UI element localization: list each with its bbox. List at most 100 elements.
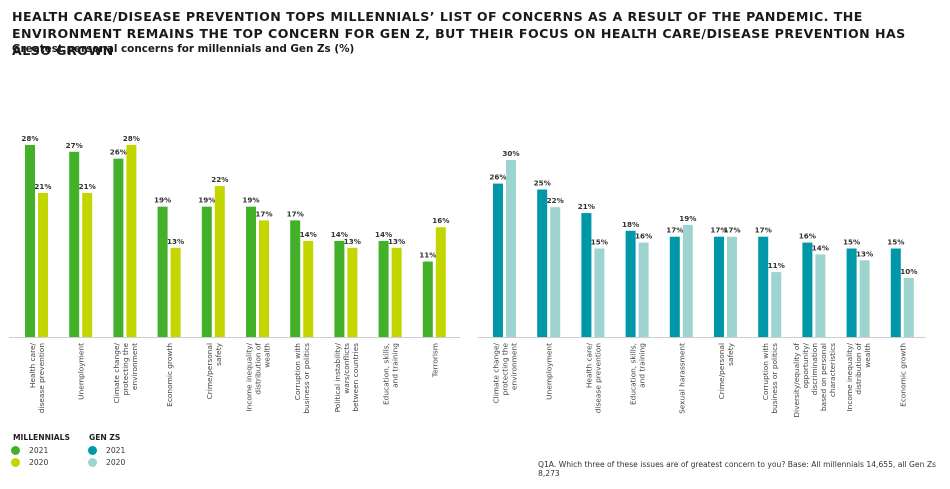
- millennials-bar-2021: [201, 206, 212, 337]
- genz-category-label: Corruption withbusiness or politics: [761, 343, 779, 414]
- genz-value-label: 16%: [635, 232, 652, 241]
- millennials-bar-2021: [334, 240, 345, 337]
- millennials-bar-2020: [435, 227, 446, 337]
- genz-bar-2021: [802, 242, 813, 337]
- genz-bar-2020: [550, 207, 561, 337]
- legend-genz-title: GEN ZS: [89, 433, 121, 442]
- genz-value-label: 17%: [755, 226, 772, 235]
- genz-bar-2021: [581, 213, 592, 337]
- genz-value-label: 15%: [591, 238, 608, 247]
- millennials-bar-2020: [303, 240, 314, 337]
- genz-category-label: Unemployment: [545, 343, 554, 400]
- millennials-category-label: Corruption withbusiness or politics: [293, 343, 311, 414]
- millennials-category-label: Terrorism: [430, 343, 439, 378]
- millennials-value-label: 28%: [123, 134, 140, 143]
- genz-bar-2020: [638, 242, 649, 337]
- millennials-bar-2020: [82, 192, 93, 337]
- genz-value-label: 13%: [856, 249, 873, 258]
- millennials-value-label: 22%: [211, 175, 228, 184]
- genz-category-label: Climate change/protecting theenvironment: [492, 342, 519, 403]
- genz-bar-2021: [493, 183, 503, 337]
- legend-swatch-millennials-2021: [11, 446, 20, 455]
- genz-value-label: 15%: [843, 238, 860, 247]
- millennials-bar-2021: [246, 206, 256, 337]
- millennials-panel: 28% 21% Health care/disease prevention 27% 2…: [9, 134, 460, 414]
- legend-label: 2020: [29, 458, 49, 467]
- millennials-category-label: Climate change/protecting theenvironment: [112, 342, 139, 403]
- genz-bar-2021: [890, 248, 901, 337]
- genz-value-label: 22%: [547, 196, 564, 205]
- genz-value-label: 19%: [679, 214, 696, 223]
- millennials-bar-2020: [391, 247, 402, 337]
- millennials-value-label: 17%: [287, 209, 304, 218]
- footnote: Q1A. Which three of these issues are of …: [538, 460, 936, 478]
- genz-bar-2020: [727, 236, 737, 337]
- millennials-value-label: 19%: [198, 196, 215, 205]
- millennials-bar-2020: [214, 186, 225, 337]
- legend-swatch-millennials-2020: [11, 458, 20, 467]
- millennials-value-label: 27%: [66, 141, 83, 150]
- genz-value-label: 10%: [900, 267, 917, 276]
- millennials-value-label: 14%: [375, 230, 392, 239]
- millennials-bar-2021: [378, 240, 389, 337]
- legend-swatch-genz-2021: [88, 446, 97, 455]
- genz-value-label: 25%: [534, 179, 551, 188]
- genz-value-label: 17%: [723, 226, 740, 235]
- millennials-bar-2020: [170, 247, 181, 337]
- genz-value-label: 14%: [812, 243, 829, 252]
- millennials-value-label: 17%: [255, 209, 272, 218]
- genz-value-label: 30%: [502, 149, 519, 158]
- genz-bar-2021: [625, 230, 636, 337]
- millennials-value-label: 16%: [432, 216, 449, 225]
- millennials-value-label: 28%: [21, 134, 38, 143]
- millennials-value-label: 21%: [79, 182, 96, 191]
- genz-bar-2020: [903, 278, 914, 337]
- millennials-bar-2021: [25, 144, 35, 337]
- millennials-category-label: Income inequality/distribution ofwealth: [245, 342, 272, 411]
- millennials-bar-2021: [422, 261, 433, 337]
- millennials-value-label: 21%: [34, 182, 51, 191]
- genz-category-label: Health care/disease prevention: [584, 342, 602, 413]
- genz-category-label: Economic growth: [898, 343, 907, 407]
- millennials-value-label: 14%: [331, 230, 348, 239]
- millennials-category-label: Economic growth: [165, 343, 174, 407]
- millennials-value-label: 11%: [419, 251, 436, 260]
- genz-value-label: 26%: [489, 173, 506, 182]
- genz-bar-2021: [537, 189, 548, 337]
- millennials-bar-2021: [290, 220, 301, 337]
- genz-value-label: 18%: [622, 220, 639, 229]
- millennials-bar-2020: [38, 192, 48, 337]
- genz-value-label: 16%: [799, 232, 816, 241]
- genz-bar-2020: [506, 160, 516, 337]
- millennials-bar-2020: [126, 144, 137, 337]
- millennials-value-label: 26%: [110, 148, 127, 157]
- genz-bar-2021: [714, 236, 724, 337]
- millennials-value-label: 14%: [300, 230, 317, 239]
- millennials-category-label: Health care/disease prevention: [28, 342, 46, 413]
- genz-category-label: Sexual harassment: [677, 343, 686, 414]
- genz-value-label: 11%: [768, 261, 785, 270]
- legend-label: 2021: [106, 446, 126, 455]
- legend-item-millennials-2020: 2020: [11, 458, 48, 467]
- genz-bar-2020: [859, 260, 870, 337]
- millennials-category-label: Education, skills,and training: [382, 343, 400, 405]
- genz-bar-2020: [771, 272, 782, 337]
- millennials-category-label: Political instability/wars/conflictsbetw…: [333, 343, 360, 413]
- genz-value-label: 21%: [578, 202, 595, 211]
- legend-label: 2020: [106, 458, 126, 467]
- millennials-category-label: Crime/personalsafety: [205, 342, 223, 399]
- millennials-bar-2020: [347, 247, 358, 337]
- legend-item-genz-2020: 2020: [88, 458, 125, 467]
- chart-subtitle: Greatest personal concerns for millennia…: [12, 43, 355, 55]
- genz-value-label: 17%: [710, 226, 727, 235]
- genz-bar-2020: [594, 248, 605, 337]
- genz-bar-2020: [815, 254, 826, 337]
- legend-item-millennials-2021: 2021: [11, 446, 48, 455]
- genz-category-label: Education, skills,and training: [629, 343, 647, 405]
- genz-value-label: 15%: [887, 238, 904, 247]
- millennials-bar-2021: [113, 158, 124, 337]
- genz-category-label: Income inequality/distribution ofwealth: [845, 342, 872, 411]
- genz-panel: 26% 30% Climate change/protecting theenvir…: [478, 149, 926, 418]
- genz-category-label: Crime/personalsafety: [717, 342, 735, 399]
